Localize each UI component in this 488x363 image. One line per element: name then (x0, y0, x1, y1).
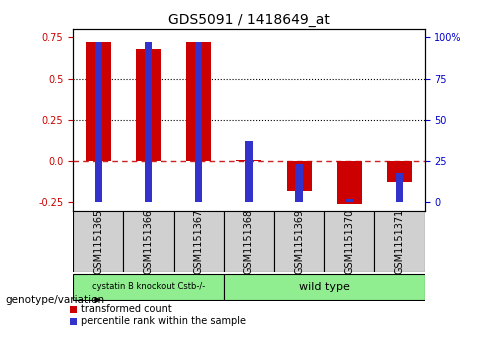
Bar (337, 161, 362, 204)
Bar (324, 211, 374, 272)
Bar (145, 42, 152, 202)
Title: GDS5091 / 1418649_at: GDS5091 / 1418649_at (168, 13, 330, 26)
Bar (396, 172, 403, 202)
Bar (295, 164, 303, 202)
Bar (286, 161, 312, 191)
Bar (123, 211, 174, 272)
Bar (73, 274, 224, 300)
Text: genotype/variation: genotype/variation (5, 295, 104, 305)
Bar (387, 161, 412, 183)
Text: cystatin B knockout Cstb-/-: cystatin B knockout Cstb-/- (92, 282, 205, 291)
Bar (70, 306, 77, 313)
Bar (136, 49, 161, 161)
Bar (346, 199, 353, 202)
Bar (174, 211, 224, 272)
Text: percentile rank within the sample: percentile rank within the sample (81, 317, 246, 326)
Text: wild type: wild type (299, 282, 349, 292)
Bar (73, 211, 123, 272)
Bar (236, 160, 262, 161)
Bar (195, 42, 203, 202)
Text: GSM1151370: GSM1151370 (344, 209, 354, 274)
Bar (224, 211, 274, 272)
Bar (245, 141, 253, 202)
Bar (374, 211, 425, 272)
Text: GSM1151368: GSM1151368 (244, 209, 254, 274)
Text: transformed count: transformed count (81, 305, 172, 314)
Bar (186, 42, 211, 161)
Text: GSM1151371: GSM1151371 (394, 209, 405, 274)
Text: GSM1151365: GSM1151365 (93, 209, 103, 274)
Bar (95, 42, 102, 202)
Text: GSM1151367: GSM1151367 (194, 209, 203, 274)
Bar (70, 318, 77, 325)
Bar (274, 211, 324, 272)
Bar (224, 274, 425, 300)
Bar (86, 42, 111, 161)
Text: GSM1151369: GSM1151369 (294, 209, 304, 274)
Text: GSM1151366: GSM1151366 (143, 209, 154, 274)
